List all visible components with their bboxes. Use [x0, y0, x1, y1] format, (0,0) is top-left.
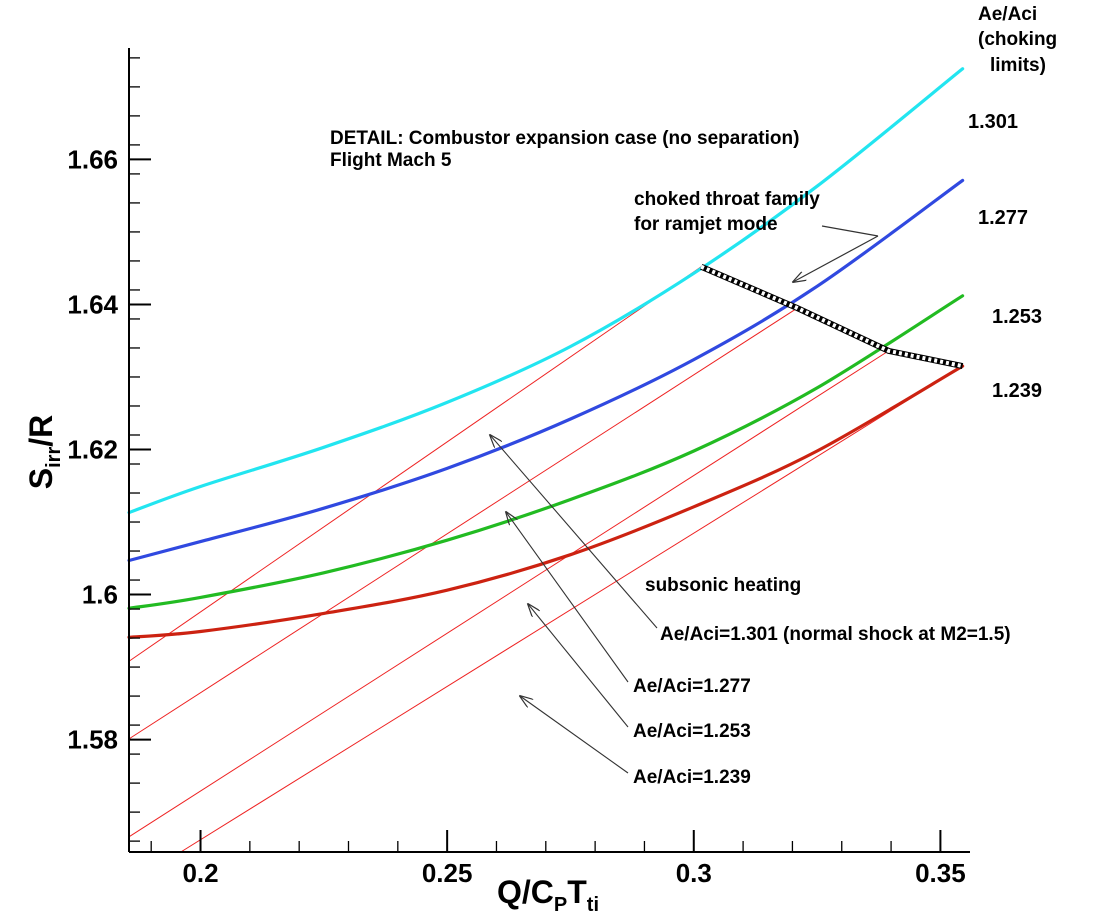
pointer-arrow-1239 — [520, 696, 629, 774]
series-curve-1253 — [127, 294, 965, 610]
x-tick-label-3: 0.3 — [676, 858, 712, 888]
arrow-label-1253: Ae/Aci=1.253 — [633, 721, 751, 742]
legend-header-line-1: Ae/Aci — [978, 4, 1037, 25]
y-axis-title-tail: /R — [23, 415, 59, 447]
choked-throat-family — [700, 263, 964, 370]
chart-title-line-2: Flight Mach 5 — [330, 150, 452, 171]
y-tick-label-1: 1.58 — [67, 725, 118, 755]
x-ticks: 0.2 0.25 0.3 0.35 — [150, 830, 966, 888]
y-ticks: 1.58 1.6 1.62 1.64 1.66 — [67, 57, 151, 842]
choked-arrow-line — [821, 225, 879, 237]
x-axis-title-sub2: ti — [587, 894, 599, 916]
y-axis-title-main: S — [23, 468, 59, 489]
legend-header-line-2: (choking — [978, 29, 1057, 50]
curve-label-1301: 1.301 — [968, 111, 1018, 133]
subsonic-heating-line-1 — [128, 266, 702, 662]
choked-label-line-1: choked throat family — [634, 189, 820, 210]
x-axis-title-sub1: P — [554, 894, 567, 916]
series-curve-1277 — [127, 178, 965, 563]
curve-label-1239: 1.239 — [992, 380, 1042, 402]
subsonic-heating-line-4 — [180, 365, 963, 853]
x-axis-title-main: Q/C — [497, 874, 554, 910]
x-axis-title: Q/CPTti — [497, 874, 599, 916]
arrow-label-1239: Ae/Aci=1.239 — [633, 767, 751, 788]
subsonic-heating-line-3 — [128, 350, 889, 838]
series-curves — [127, 67, 965, 639]
subsonic-heating-lines — [128, 266, 963, 853]
y-tick-label-5: 1.66 — [67, 144, 118, 174]
choked-arrow — [793, 235, 879, 282]
x-tick-label-2: 0.25 — [422, 858, 473, 888]
axes: 1.58 1.6 1.62 1.64 1.66 0.2 0.25 0.3 0.35 — [67, 48, 970, 888]
arrow-label-1301: Ae/Aci=1.301 (normal shock at M2=1.5) — [660, 624, 1011, 645]
x-axis-title-mid: T — [567, 874, 587, 910]
y-tick-label-2: 1.6 — [82, 580, 118, 610]
choked-line-base — [700, 263, 964, 370]
curve-label-1253: 1.253 — [992, 306, 1042, 328]
y-axis-title-sub: irr — [43, 447, 65, 468]
arrow-label-1277: Ae/Aci=1.277 — [633, 676, 751, 697]
y-axis-title: Sirr/R — [23, 415, 65, 489]
pointer-arrow-1277 — [506, 512, 629, 683]
curve-label-1277: 1.277 — [978, 207, 1028, 229]
legend-header-line-3: limits) — [990, 55, 1046, 76]
x-tick-label-4: 0.35 — [915, 858, 966, 888]
series-curve-1301 — [127, 67, 965, 515]
x-tick-label-1: 0.2 — [182, 858, 218, 888]
pointer-arrow-1253 — [528, 604, 629, 728]
pointer-arrow-1301 — [490, 435, 658, 629]
y-tick-label-3: 1.62 — [67, 435, 118, 465]
choked-label-line-2: for ramjet mode — [634, 214, 778, 235]
chart-title-line-1: DETAIL: Combustor expansion case (no sep… — [330, 128, 799, 149]
subsonic-heating-label: subsonic heating — [645, 575, 801, 596]
series-curve-1239 — [127, 364, 965, 639]
subsonic-heating-line-2 — [128, 307, 798, 740]
y-tick-label-4: 1.64 — [67, 289, 118, 319]
